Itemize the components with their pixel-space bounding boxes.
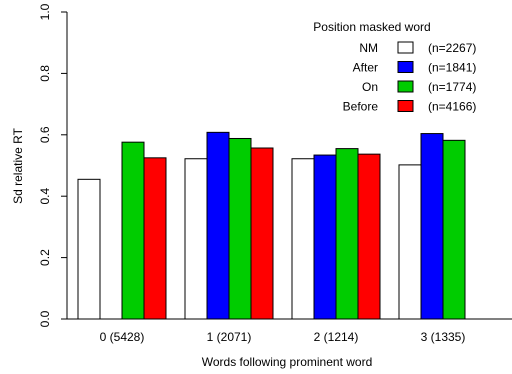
y-tick-label-5: 1.0 bbox=[38, 3, 52, 20]
axes: 0.0 0.2 0.4 0.6 0.8 1.0 0 (5428) 1 (2071) 2 (121… bbox=[38, 3, 512, 344]
y-tick-label-2: 0.4 bbox=[38, 188, 52, 205]
legend-count-0: (n=2267) bbox=[428, 41, 476, 55]
y-tick-label-1: 0.2 bbox=[38, 249, 52, 266]
bar-on-3 bbox=[442, 139, 466, 320]
bar-after-1 bbox=[206, 131, 230, 320]
bar-after-2 bbox=[313, 154, 337, 320]
y-tick-label-3: 0.6 bbox=[38, 126, 52, 143]
legend-count-1: (n=1841) bbox=[428, 61, 476, 75]
bar-after-3 bbox=[420, 133, 444, 320]
x-axis-label: Words following prominent word bbox=[202, 355, 373, 369]
bar-before-2 bbox=[357, 153, 381, 320]
bar-nm-3 bbox=[398, 164, 422, 320]
bar-nm-2 bbox=[291, 158, 315, 320]
y-tick-label-4: 0.8 bbox=[38, 65, 52, 82]
y-axis-label: Sd relative RT bbox=[11, 127, 25, 203]
legend-swatch-0 bbox=[397, 41, 414, 54]
legend-label-3: Before bbox=[343, 100, 379, 114]
legend: Position masked word NM (n=2267) After (n=18… bbox=[313, 20, 476, 114]
x-tick-label-3: 3 (1335) bbox=[421, 330, 466, 344]
legend-swatch-2 bbox=[397, 80, 414, 93]
bar-on-2 bbox=[335, 148, 359, 320]
legend-label-2: On bbox=[362, 80, 378, 94]
x-tick-label-0: 0 (5428) bbox=[100, 330, 145, 344]
y-tick-label-0: 0.0 bbox=[38, 310, 52, 327]
legend-label-1: After bbox=[353, 61, 378, 75]
bar-on-0 bbox=[121, 141, 145, 320]
bar-nm-0 bbox=[77, 178, 101, 320]
bar-nm-1 bbox=[184, 158, 208, 320]
bars bbox=[77, 131, 487, 320]
bar-on-1 bbox=[228, 137, 252, 320]
x-tick-label-1: 1 (2071) bbox=[207, 330, 252, 344]
legend-swatch-1 bbox=[397, 61, 414, 73]
legend-title: Position masked word bbox=[313, 20, 430, 34]
legend-count-3: (n=4166) bbox=[428, 100, 476, 114]
bar-before-0 bbox=[143, 157, 167, 320]
legend-count-2: (n=1774) bbox=[428, 80, 476, 94]
x-tick-label-2: 2 (1214) bbox=[314, 330, 359, 344]
bar-before-1 bbox=[250, 147, 274, 320]
legend-label-0: NM bbox=[359, 41, 378, 55]
legend-swatch-3 bbox=[397, 100, 414, 112]
